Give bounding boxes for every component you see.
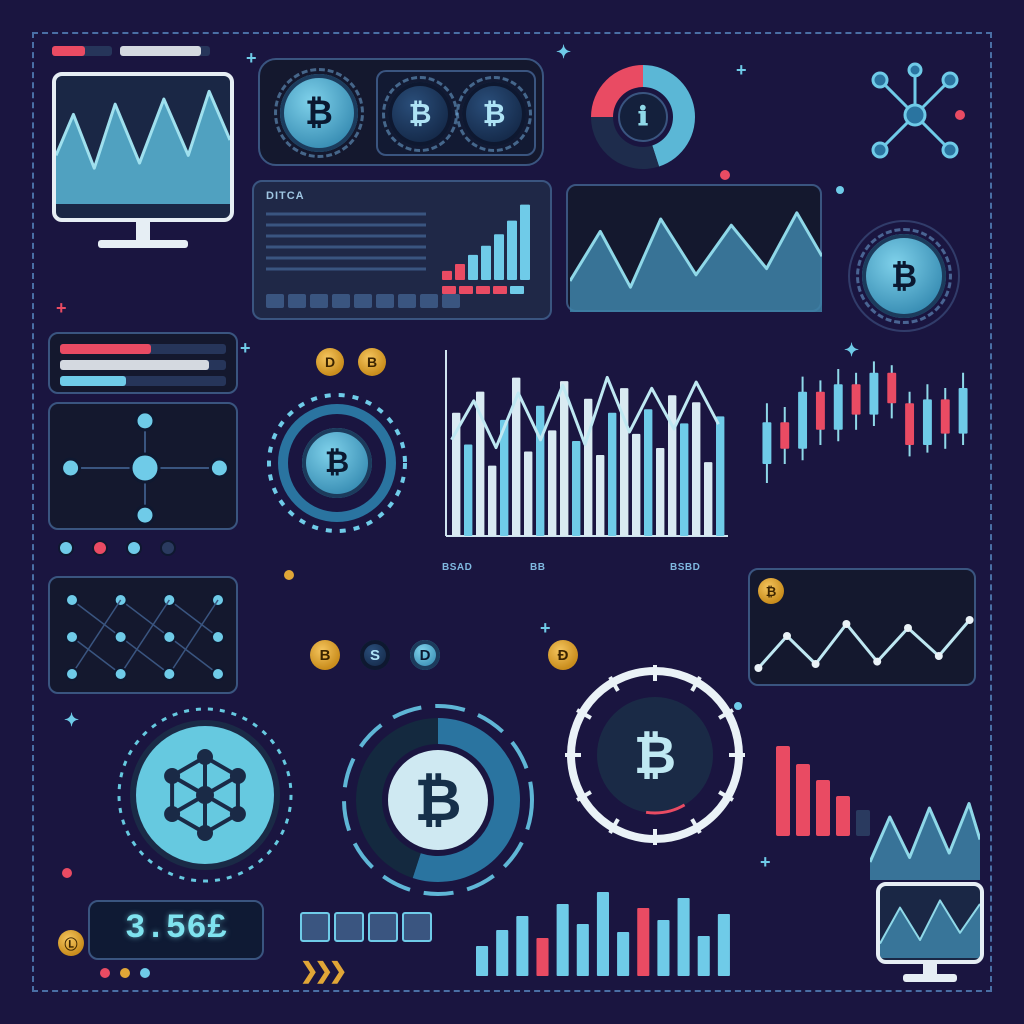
progress-bar [52,46,112,56]
network-icon [860,60,970,170]
svg-text:₿: ₿ [634,727,676,785]
plus-icon: + [736,60,747,81]
bar-cluster-chart [470,880,740,980]
network-panel [48,402,238,530]
dot-icon [62,868,72,878]
plus-icon: ✦ [556,42,571,63]
bitcoin-donut-icon: ₿ [338,700,538,900]
dot-icon [836,186,844,194]
network-coin-icon [110,700,300,890]
monitor-chart-top-left [52,72,234,222]
progress-bar [120,46,210,56]
x-axis-label: BSAD [442,562,472,573]
plus-icon: ✦ [64,710,79,731]
indicator-squares [300,912,432,942]
svg-text:₿: ₿ [414,768,461,833]
plus-icon: + [240,338,251,359]
x-axis-label: BB [530,562,545,573]
scatter-panel [48,576,238,694]
status-dots [100,968,150,978]
dot-row [58,540,176,556]
stacked-bar-icon [770,706,880,836]
coin-icon: ₿ [758,578,784,604]
candlestick-chart [748,336,978,550]
coin-icon: B [310,640,340,670]
coin-icon: Ⓛ [58,930,84,956]
dot-icon [732,700,744,712]
chevron-icon: ❯❯❯ [300,958,343,984]
monitor-chart-bottom-right [876,882,984,964]
bitcoin-crosshair-icon: ₿ [560,660,750,850]
coin-trio-panel: ₿ ₿ ₿ [258,58,544,166]
data-panel: DITCA [252,180,552,320]
combo-bar-line-chart [432,340,732,560]
price-value: 3.56£ [90,910,262,948]
x-axis-label: BSBD [670,562,700,573]
plus-icon: + [56,298,67,319]
donut-chart: ℹ [578,52,708,182]
coin-icon: S [360,640,390,670]
plus-icon: + [246,48,257,69]
bitcoin-coin-icon: ₿ [280,74,358,152]
area-chart-panel [566,184,822,312]
status-strip [48,332,238,394]
bitcoin-coin-icon: ₿ [302,428,372,498]
sparkline-panel: ₿ [748,568,976,686]
bitcoin-coin-icon: ₿ [462,82,526,146]
plus-icon: + [760,852,771,873]
bitcoin-coin-icon: ₿ [388,82,452,146]
coin-icon: Đ [548,640,578,670]
coin-icon: D [410,640,440,670]
plus-icon: + [540,618,551,639]
coin-icon: B [358,348,386,376]
dot-icon [284,570,294,580]
price-display-panel: 3.56£ [88,900,264,960]
svg-text:ℹ: ℹ [638,101,648,131]
plus-icon: ✦ [844,340,859,361]
data-panel-title: DITCA [266,190,305,202]
indicator-squares [266,294,460,308]
bitcoin-coin-icon: ₿ [862,234,946,318]
dot-icon [720,170,730,180]
mini-area-chart [870,790,980,880]
coin-icon: D [316,348,344,376]
